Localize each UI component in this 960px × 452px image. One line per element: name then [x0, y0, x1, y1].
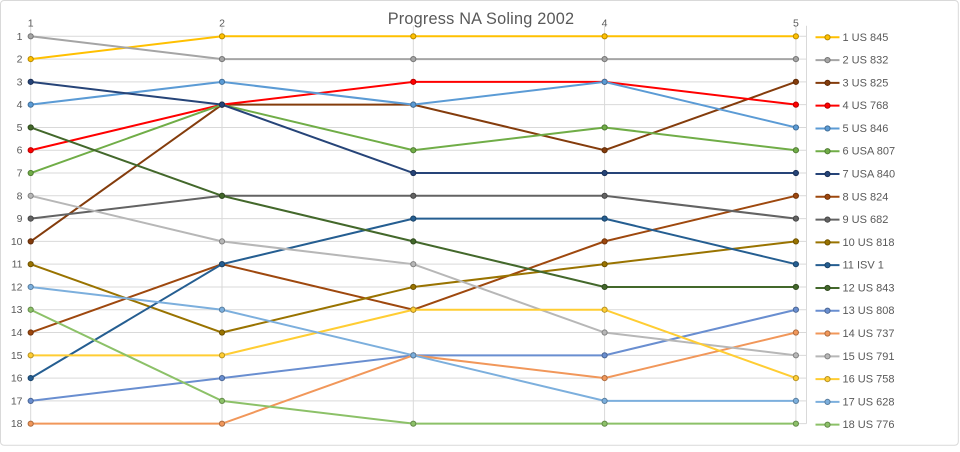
- svg-text:11 ISV 1: 11 ISV 1: [843, 260, 884, 272]
- svg-text:17: 17: [11, 395, 23, 407]
- svg-text:10 US 818: 10 US 818: [843, 237, 895, 249]
- svg-text:13 US 808: 13 US 808: [843, 305, 895, 317]
- svg-text:1: 1: [28, 18, 34, 30]
- svg-text:9: 9: [17, 213, 23, 225]
- svg-text:6: 6: [17, 145, 23, 157]
- svg-text:1 US 845: 1 US 845: [843, 32, 889, 44]
- svg-text:13: 13: [11, 304, 23, 316]
- svg-text:1: 1: [17, 31, 23, 43]
- svg-text:14 US 737: 14 US 737: [843, 328, 895, 340]
- svg-text:7: 7: [17, 168, 23, 180]
- svg-text:18 US 776: 18 US 776: [843, 419, 895, 431]
- svg-text:8: 8: [17, 190, 23, 202]
- svg-text:11: 11: [12, 259, 23, 271]
- svg-text:7 USA 840: 7 USA 840: [843, 169, 896, 181]
- svg-text:5: 5: [17, 122, 23, 134]
- svg-text:9 US 682: 9 US 682: [843, 214, 889, 226]
- svg-text:3 US 825: 3 US 825: [843, 77, 889, 89]
- svg-text:5: 5: [793, 18, 799, 30]
- svg-text:12: 12: [11, 281, 23, 293]
- svg-text:5 US 846: 5 US 846: [843, 123, 889, 135]
- svg-text:4 US 768: 4 US 768: [843, 100, 889, 112]
- svg-text:Progress NA Soling 2002: Progress NA Soling 2002: [388, 10, 575, 28]
- svg-text:4: 4: [17, 99, 23, 111]
- svg-text:2 US 832: 2 US 832: [843, 55, 889, 67]
- svg-text:2: 2: [17, 54, 23, 66]
- svg-text:18: 18: [11, 418, 23, 430]
- svg-text:14: 14: [11, 327, 23, 339]
- svg-text:15: 15: [11, 350, 23, 362]
- svg-text:2: 2: [219, 18, 225, 30]
- svg-text:10: 10: [11, 236, 23, 248]
- svg-text:16: 16: [11, 373, 23, 385]
- svg-text:8 US 824: 8 US 824: [843, 191, 889, 203]
- svg-text:17 US 628: 17 US 628: [843, 396, 895, 408]
- svg-text:16 US 758: 16 US 758: [843, 374, 895, 386]
- svg-text:12 US 843: 12 US 843: [843, 282, 895, 294]
- svg-text:3: 3: [17, 76, 23, 88]
- svg-text:15 US 791: 15 US 791: [843, 351, 895, 363]
- svg-text:6 USA 807: 6 USA 807: [843, 146, 896, 158]
- svg-text:4: 4: [602, 18, 608, 30]
